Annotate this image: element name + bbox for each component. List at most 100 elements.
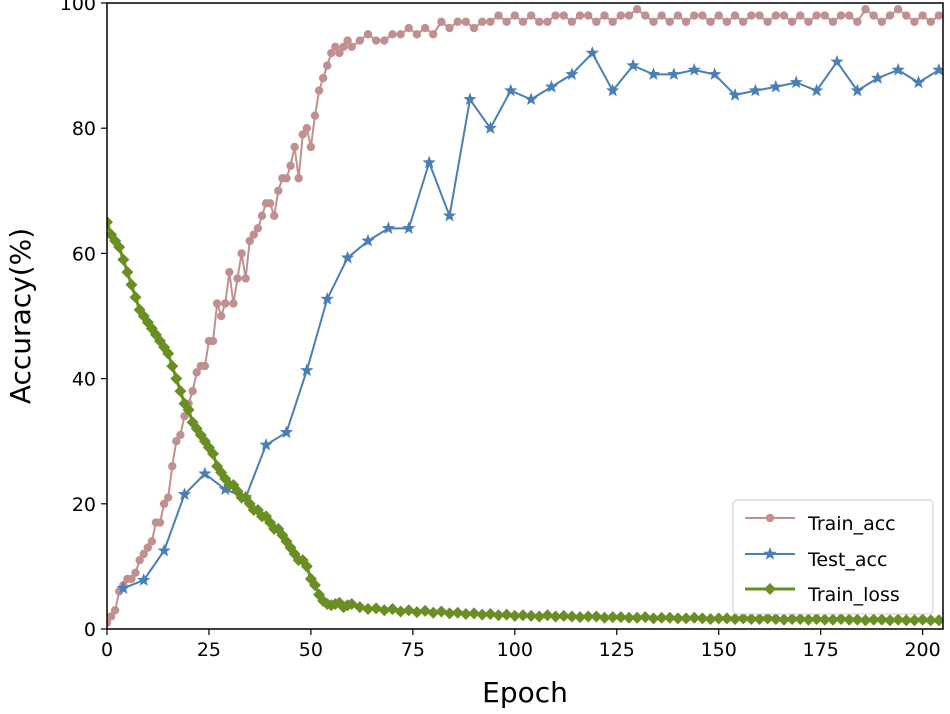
data-point-train-loss bbox=[582, 610, 595, 623]
y-tick-label-40: 40 bbox=[72, 369, 96, 391]
data-point-train-loss bbox=[468, 607, 481, 620]
data-point-train-loss bbox=[696, 612, 709, 625]
data-point-train-acc bbox=[820, 11, 829, 20]
data-point-train-acc bbox=[706, 17, 715, 26]
data-point-train-acc bbox=[212, 299, 222, 308]
data-point-test-acc bbox=[809, 83, 824, 97]
data-point-train-acc bbox=[657, 11, 666, 20]
data-point-test-acc bbox=[218, 482, 232, 496]
data-point-train-loss bbox=[688, 611, 701, 624]
data-point-train-acc bbox=[445, 23, 454, 33]
data-point-train-acc bbox=[135, 555, 144, 565]
data-point-test-acc bbox=[279, 425, 294, 439]
data-point-test-acc bbox=[177, 487, 192, 501]
data-point-train-acc bbox=[902, 11, 911, 20]
data-point-test-acc bbox=[585, 46, 599, 59]
data-point-test-acc bbox=[381, 221, 396, 235]
data-point-train-acc bbox=[885, 11, 895, 20]
x-tick-label-100: 100 bbox=[497, 639, 533, 661]
data-point-train-loss bbox=[590, 610, 603, 623]
data-point-train-loss bbox=[631, 611, 644, 624]
data-point-test-acc bbox=[871, 71, 885, 84]
data-point-train-loss bbox=[769, 612, 782, 625]
data-point-train-acc bbox=[624, 11, 634, 20]
data-point-test-acc bbox=[137, 573, 151, 586]
data-point-test-acc bbox=[891, 62, 905, 76]
data-point-train-loss bbox=[353, 601, 366, 614]
data-point-train-acc bbox=[331, 42, 340, 52]
data-point-train-loss bbox=[565, 610, 578, 623]
data-point-train-loss bbox=[892, 613, 905, 626]
data-point-train-loss bbox=[680, 612, 693, 625]
data-point-test-acc bbox=[748, 83, 763, 97]
data-point-train-loss bbox=[802, 613, 815, 626]
data-point-train-acc bbox=[934, 11, 943, 20]
x-axis-title: Epoch bbox=[482, 676, 568, 709]
data-point-train-acc bbox=[771, 11, 780, 20]
data-point-train-acc bbox=[180, 411, 189, 421]
data-point-train-loss bbox=[207, 447, 220, 460]
data-point-train-acc bbox=[747, 11, 756, 20]
data-point-train-acc bbox=[510, 11, 520, 20]
data-point-train-acc bbox=[355, 36, 365, 45]
data-point-train-acc bbox=[461, 17, 471, 26]
data-point-test-acc bbox=[361, 233, 375, 247]
data-point-train-acc bbox=[339, 42, 348, 52]
data-point-train-acc bbox=[188, 386, 197, 396]
data-point-train-loss bbox=[875, 613, 888, 626]
series-train-loss bbox=[107, 216, 943, 627]
data-point-train-acc bbox=[412, 30, 422, 39]
data-point-train-acc bbox=[551, 11, 560, 20]
data-point-test-acc bbox=[850, 83, 865, 97]
legend-label-train-loss: Train_loss bbox=[807, 584, 900, 606]
data-point-train-acc bbox=[861, 5, 870, 14]
data-point-train-acc bbox=[641, 11, 650, 20]
x-tick-label-175: 175 bbox=[803, 639, 839, 661]
data-point-train-loss bbox=[835, 612, 848, 625]
data-point-train-loss bbox=[900, 614, 913, 627]
data-point-train-acc bbox=[172, 437, 181, 446]
data-point-train-loss bbox=[549, 610, 562, 623]
data-point-train-loss bbox=[826, 613, 839, 626]
data-point-train-acc bbox=[469, 23, 479, 33]
data-point-train-loss bbox=[883, 614, 896, 627]
data-point-test-acc bbox=[259, 437, 273, 451]
data-point-train-acc bbox=[828, 17, 838, 26]
data-point-train-acc bbox=[131, 568, 140, 577]
data-point-train-loss bbox=[361, 602, 374, 615]
data-point-train-acc bbox=[147, 537, 157, 546]
data-point-train-loss bbox=[174, 385, 187, 398]
legend-swatch-marker-train-acc bbox=[765, 513, 775, 523]
data-point-train-acc bbox=[107, 618, 112, 627]
data-point-train-acc bbox=[314, 86, 324, 95]
y-tick-label-0: 0 bbox=[84, 619, 96, 641]
data-point-train-acc bbox=[738, 17, 748, 26]
data-point-train-acc bbox=[429, 30, 438, 39]
data-point-train-loss bbox=[932, 614, 943, 627]
data-point-train-acc bbox=[110, 606, 120, 615]
data-point-train-acc bbox=[225, 267, 234, 277]
data-point-train-acc bbox=[208, 336, 218, 346]
y-tick-label-100: 100 bbox=[60, 0, 96, 15]
data-point-test-acc bbox=[687, 62, 701, 76]
legend-label-train-acc: Train_acc bbox=[807, 513, 896, 535]
data-point-train-acc bbox=[608, 17, 617, 26]
data-point-train-loss bbox=[427, 606, 440, 619]
data-point-train-loss bbox=[370, 602, 383, 615]
data-point-train-acc bbox=[396, 30, 405, 39]
data-point-train-loss bbox=[125, 278, 138, 291]
data-point-train-loss bbox=[443, 607, 456, 620]
data-point-train-loss bbox=[745, 612, 758, 625]
data-point-train-loss bbox=[810, 612, 823, 625]
data-point-train-acc bbox=[755, 11, 764, 20]
data-point-train-loss bbox=[916, 613, 929, 626]
data-point-train-acc bbox=[477, 17, 487, 26]
data-point-train-loss bbox=[671, 612, 684, 625]
data-point-train-acc bbox=[730, 11, 740, 20]
data-point-train-acc bbox=[335, 48, 344, 58]
plot-frame bbox=[106, 2, 944, 630]
data-point-train-acc bbox=[229, 299, 238, 308]
data-point-train-acc bbox=[380, 36, 389, 45]
data-point-test-acc bbox=[320, 292, 334, 305]
